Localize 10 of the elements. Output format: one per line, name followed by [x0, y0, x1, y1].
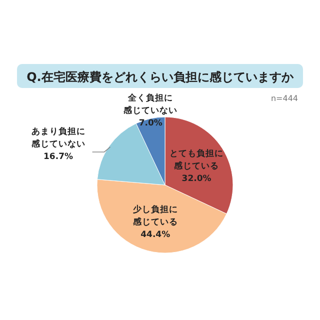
slice-label: 全く負担に感じていない: [122, 92, 178, 116]
slice-label: あまり負担に感じていない: [30, 126, 86, 150]
data-label: 16.7%: [44, 152, 74, 162]
text: n=444: [270, 94, 298, 103]
chart-title: Q.在宅医療費をどれくらい負担に感じていますか: [26, 70, 294, 84]
data-label: 44.4%: [140, 230, 171, 240]
data-label: 7.0%: [138, 118, 163, 128]
data-label: 32.0%: [182, 174, 212, 184]
slice-label: とても負担に感じている: [170, 148, 224, 172]
slice-label: 少し負担に感じている: [132, 204, 178, 228]
